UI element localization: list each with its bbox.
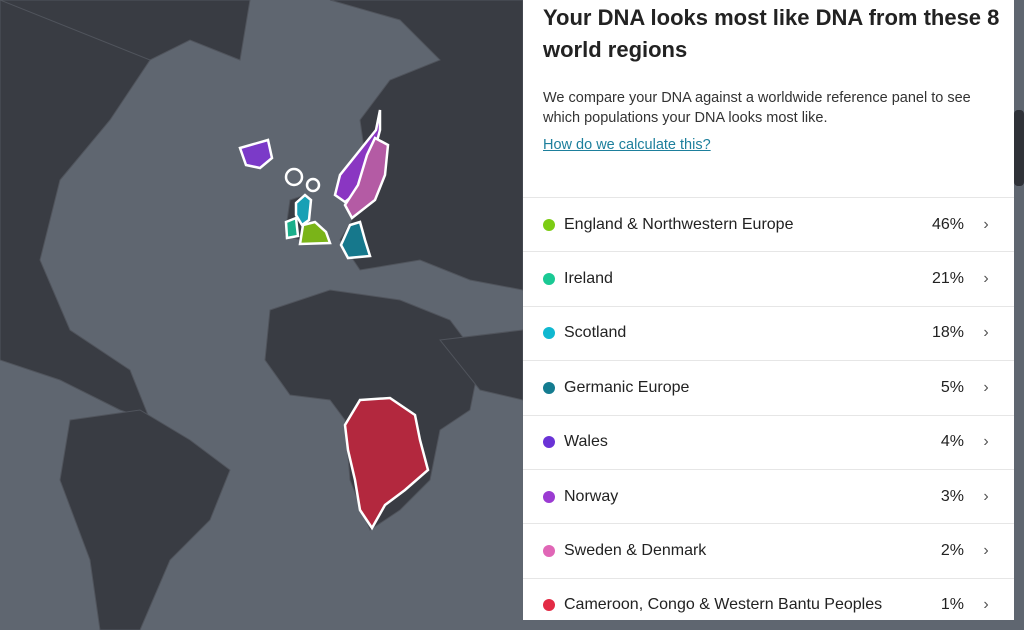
chevron-right-icon[interactable]: › bbox=[983, 270, 989, 288]
region-sweden bbox=[343, 136, 390, 220]
region-row[interactable]: Cameroon, Congo & Western Bantu Peoples … bbox=[523, 579, 1014, 620]
chevron-right-icon[interactable]: › bbox=[983, 542, 989, 560]
region-color-dot bbox=[543, 545, 555, 558]
region-percent: 46% bbox=[931, 215, 964, 233]
how-calculated-link[interactable]: How do we calculate this? bbox=[543, 137, 711, 153]
region-scotland bbox=[294, 193, 313, 227]
region-list: England & Northwestern Europe 46% › Irel… bbox=[523, 197, 1014, 620]
region-row[interactable]: Wales 4% › bbox=[523, 416, 1014, 470]
region-row[interactable]: Ireland 21% › bbox=[523, 252, 1014, 307]
chevron-right-icon[interactable]: › bbox=[983, 487, 989, 505]
region-color-dot bbox=[543, 381, 555, 394]
region-name: Germanic Europe bbox=[564, 378, 690, 396]
region-row[interactable]: England & Northwestern Europe 46% › bbox=[523, 198, 1014, 253]
region-germanic bbox=[339, 220, 372, 260]
region-row[interactable]: Norway 3% › bbox=[523, 470, 1014, 525]
region-ireland bbox=[284, 216, 300, 240]
region-outline-2 bbox=[305, 177, 321, 193]
region-percent: 18% bbox=[931, 324, 964, 342]
region-name: England & Northwestern Europe bbox=[564, 215, 794, 233]
chevron-right-icon[interactable]: › bbox=[983, 378, 989, 396]
region-name: Cameroon, Congo & Western Bantu Peoples bbox=[564, 596, 883, 614]
chevron-right-icon[interactable]: › bbox=[983, 596, 989, 614]
region-name: Sweden & Denmark bbox=[564, 542, 707, 560]
chevron-right-icon[interactable]: › bbox=[983, 433, 989, 451]
region-row[interactable]: Sweden & Denmark 2% › bbox=[523, 524, 1014, 579]
ethnicity-panel: Your DNA looks most like DNA from these … bbox=[523, 0, 1014, 620]
region-cameroon-congo bbox=[343, 396, 430, 531]
region-percent: 3% bbox=[940, 487, 964, 505]
region-percent: 4% bbox=[940, 433, 964, 451]
panel-description: We compare your DNA against a worldwide … bbox=[543, 90, 971, 126]
scrollbar-thumb[interactable] bbox=[1014, 110, 1024, 186]
region-color-dot bbox=[543, 327, 555, 340]
region-highlights bbox=[238, 109, 430, 531]
land bbox=[0, 0, 524, 630]
region-name: Wales bbox=[564, 433, 608, 451]
scrollbar[interactable] bbox=[1014, 0, 1024, 630]
panel-title: Your DNA looks most like DNA from these … bbox=[543, 5, 1000, 62]
region-name: Ireland bbox=[564, 270, 613, 288]
region-percent: 2% bbox=[940, 542, 964, 560]
region-color-dot bbox=[543, 218, 555, 231]
chevron-right-icon[interactable]: › bbox=[983, 324, 989, 342]
region-color-dot bbox=[543, 599, 555, 612]
region-name: Norway bbox=[564, 487, 619, 505]
region-outline-1 bbox=[284, 167, 304, 187]
region-england bbox=[298, 220, 332, 246]
region-row[interactable]: Scotland 18% › bbox=[523, 307, 1014, 362]
region-color-dot bbox=[543, 490, 555, 503]
region-wales-iceland bbox=[238, 138, 274, 170]
region-percent: 5% bbox=[940, 378, 964, 396]
region-color-dot bbox=[543, 273, 555, 286]
region-name: Scotland bbox=[564, 324, 627, 342]
region-row[interactable]: Germanic Europe 5% › bbox=[523, 361, 1014, 416]
region-percent: 21% bbox=[931, 270, 964, 288]
region-percent: 1% bbox=[940, 596, 964, 614]
region-color-dot bbox=[543, 436, 555, 449]
chevron-right-icon[interactable]: › bbox=[983, 215, 989, 233]
